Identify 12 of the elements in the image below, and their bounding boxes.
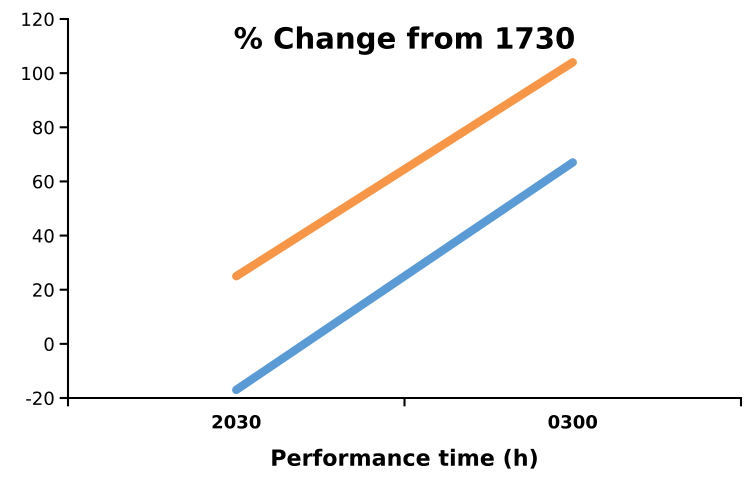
y-tick-label: 60 <box>33 174 54 189</box>
y-tick-label: 80 <box>33 120 54 134</box>
y-tick-label: -20 <box>26 391 54 406</box>
y-tick-label: 40 <box>32 229 54 243</box>
x-tick-label: 0300 <box>548 414 598 429</box>
y-tick-label: 100 <box>22 66 54 80</box>
y-tick-label: 120 <box>22 12 54 26</box>
x-tick-label: 2030 <box>212 414 261 429</box>
y-tick-label: 0 <box>44 337 54 351</box>
y-tick-label: 20 <box>33 283 54 297</box>
chart-title: % Change from 1730 <box>234 26 574 55</box>
x-axis-title: Performance time (h) <box>272 448 537 469</box>
